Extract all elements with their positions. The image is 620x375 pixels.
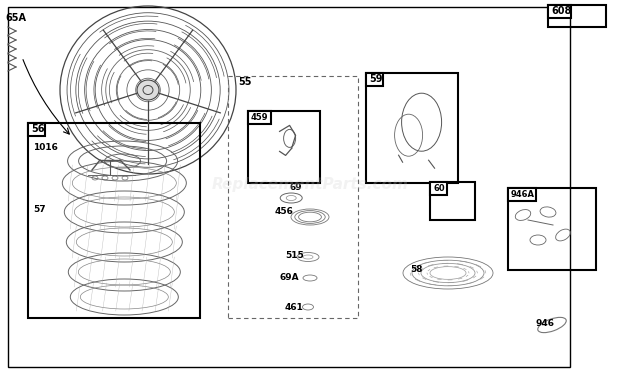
- Text: 1016: 1016: [33, 142, 58, 152]
- Text: 59: 59: [369, 74, 383, 84]
- Bar: [28, 123, 200, 318]
- Bar: [228, 76, 358, 318]
- Text: 946: 946: [536, 318, 555, 327]
- Text: 65A: 65A: [5, 13, 26, 23]
- Bar: [366, 73, 458, 183]
- Text: ReplacementParts.com: ReplacementParts.com: [211, 177, 409, 192]
- Bar: [366, 73, 383, 86]
- Bar: [430, 182, 447, 195]
- Text: 69: 69: [290, 183, 303, 192]
- Text: 515: 515: [285, 251, 304, 260]
- Text: 57: 57: [33, 206, 46, 214]
- Bar: [248, 111, 320, 183]
- Bar: [548, 5, 570, 18]
- Bar: [28, 123, 45, 136]
- Text: 456: 456: [275, 207, 294, 216]
- Bar: [248, 111, 270, 124]
- Text: 60: 60: [433, 184, 445, 193]
- Text: 69A: 69A: [280, 273, 299, 282]
- Text: 461: 461: [285, 303, 304, 312]
- Text: 55: 55: [238, 77, 252, 87]
- Bar: [508, 188, 536, 201]
- Text: 459: 459: [251, 113, 268, 122]
- Text: 946A: 946A: [511, 190, 535, 199]
- Text: 608: 608: [551, 6, 572, 16]
- Bar: [430, 182, 475, 220]
- Ellipse shape: [137, 80, 159, 100]
- Text: 58: 58: [410, 266, 422, 274]
- Bar: [508, 188, 596, 270]
- Text: 56: 56: [31, 124, 45, 134]
- Bar: [548, 5, 606, 27]
